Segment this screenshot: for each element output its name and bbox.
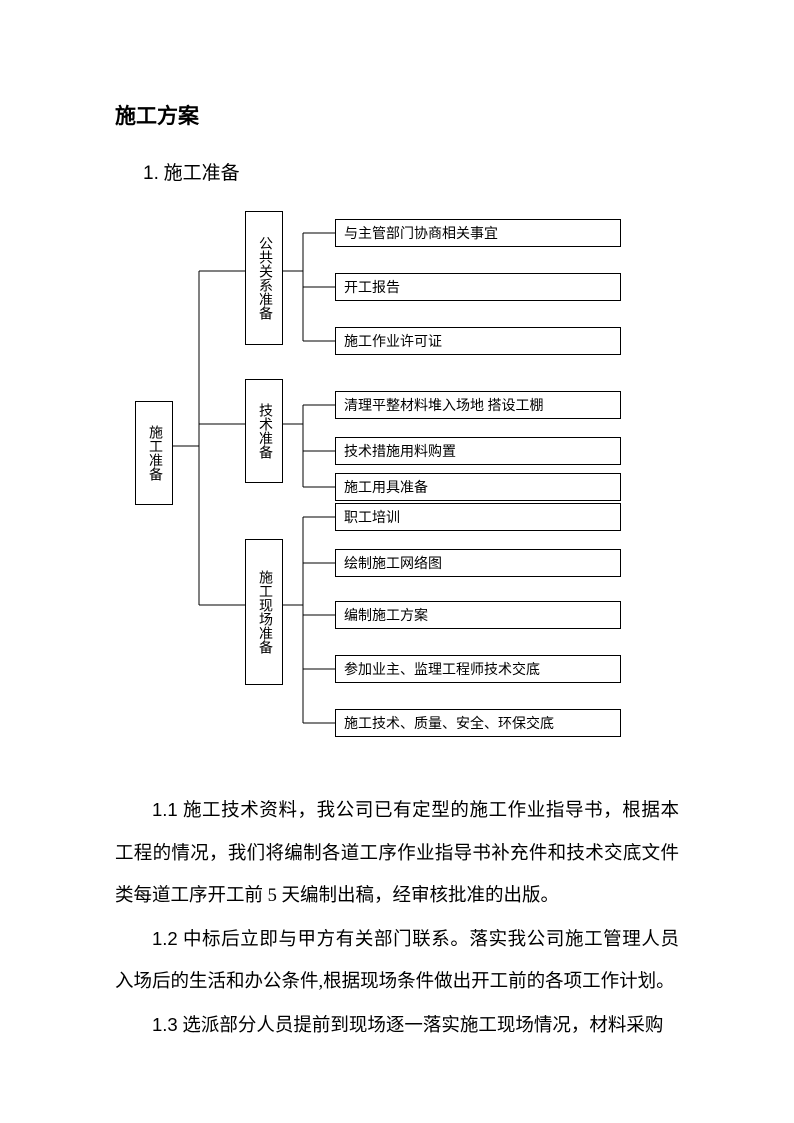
flowchart-leaf-node: 清理平整材料堆入场地 搭设工棚 bbox=[335, 391, 621, 419]
body-paragraphs: 1.1 施工技术资料，我公司已有定型的施工作业指导书，根据本工程的情况，我们将编… bbox=[115, 789, 679, 1047]
paragraph-number: 1.2 bbox=[152, 928, 178, 949]
section-number: 1. bbox=[143, 163, 159, 184]
body-paragraph: 1.2 中标后立即与甲方有关部门联系。落实我公司施工管理人员入场后的生活和办公条… bbox=[115, 918, 679, 1004]
section-heading-1: 1. 施工准备 bbox=[143, 158, 679, 185]
flowchart-leaf-node: 开工报告 bbox=[335, 273, 621, 301]
body-paragraph: 1.3 选派部分人员提前到现场逐一落实施工现场情况，材料采购 bbox=[115, 1004, 679, 1048]
flowchart-construction-prep: 施工准备 公共关系准备 与主管部门协商相关事宜开工报告施工作业许可证技术准备 清理平整… bbox=[115, 201, 675, 771]
flowchart-leaf-node: 技术措施用料购置 bbox=[335, 437, 621, 465]
body-paragraph: 1.1 施工技术资料，我公司已有定型的施工作业指导书，根据本工程的情况，我们将编… bbox=[115, 789, 679, 918]
page-title: 施工方案 bbox=[115, 100, 679, 130]
paragraph-number: 1.3 bbox=[152, 1014, 178, 1035]
paragraph-number: 1.1 bbox=[152, 799, 178, 820]
flowchart-branch-node: 公共关系准备 bbox=[245, 211, 283, 345]
flowchart-branch-node: 施工现场准备 bbox=[245, 539, 283, 685]
flowchart-leaf-node: 与主管部门协商相关事宜 bbox=[335, 219, 621, 247]
flowchart-leaf-node: 编制施工方案 bbox=[335, 601, 621, 629]
flowchart-leaf-node: 参加业主、监理工程师技术交底 bbox=[335, 655, 621, 683]
flowchart-leaf-node: 施工作业许可证 bbox=[335, 327, 621, 355]
flowchart-root-node: 施工准备 bbox=[135, 401, 173, 505]
flowchart-leaf-node: 绘制施工网络图 bbox=[335, 549, 621, 577]
section-label: 施工准备 bbox=[164, 163, 240, 184]
flowchart-leaf-node: 施工用具准备 bbox=[335, 473, 621, 501]
flowchart-leaf-node: 施工技术、质量、安全、环保交底 bbox=[335, 709, 621, 737]
flowchart-branch-node: 技术准备 bbox=[245, 379, 283, 483]
flowchart-leaf-node: 职工培训 bbox=[335, 503, 621, 531]
